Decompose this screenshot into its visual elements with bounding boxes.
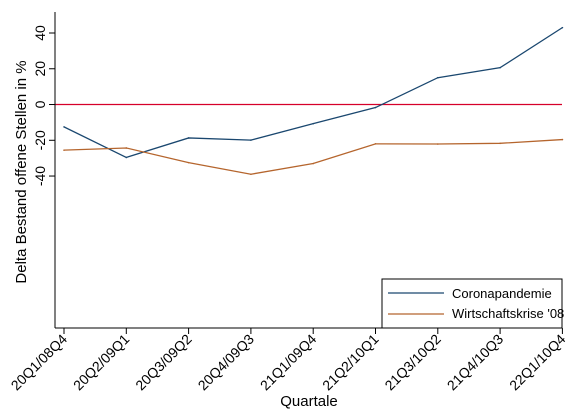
series-line-1 xyxy=(64,140,562,175)
x-tick-label: 21Q1/09Q4 xyxy=(257,331,320,394)
data-point-series-0 xyxy=(188,137,190,139)
data-point-series-0 xyxy=(499,67,501,69)
x-tick-label: 21Q3/10Q2 xyxy=(381,331,444,394)
series-lines xyxy=(63,27,563,175)
data-point-series-1 xyxy=(250,173,252,175)
data-point-series-1 xyxy=(375,143,377,145)
y-tick-label: 20 xyxy=(32,61,48,77)
y-tick-label: -40 xyxy=(32,166,48,186)
y-tick-label: -20 xyxy=(32,130,48,150)
data-point-series-0 xyxy=(126,157,128,159)
y-tick-label: 40 xyxy=(32,25,48,41)
x-tick-label: 20Q4/09Q3 xyxy=(195,331,258,394)
x-axis-title: Quartale xyxy=(280,393,338,410)
y-axis-title: Delta Bestand offene Stellen in % xyxy=(13,60,30,283)
x-tick-label: 21Q4/10Q3 xyxy=(444,331,507,394)
data-point-series-0 xyxy=(63,126,65,128)
x-tick-label: 22Q1/10Q4 xyxy=(506,331,566,394)
data-point-series-0 xyxy=(312,123,314,125)
data-point-series-0 xyxy=(562,27,564,29)
data-point-series-0 xyxy=(250,139,252,141)
data-point-series-1 xyxy=(499,143,501,145)
data-point-series-1 xyxy=(63,149,65,151)
series-line-0 xyxy=(64,28,562,158)
x-axis-ticks: 20Q1/08Q4 20Q2/09Q1 20Q3/09Q2 20Q4/09Q3 21Q1… xyxy=(8,328,566,393)
x-tick-label: 20Q2/09Q1 xyxy=(70,331,133,394)
data-point-series-1 xyxy=(126,147,128,149)
y-tick-label: 0 xyxy=(32,100,48,108)
x-tick-label: 21Q2/10Q1 xyxy=(319,331,382,394)
data-point-series-1 xyxy=(562,139,564,141)
data-point-series-1 xyxy=(312,163,314,165)
data-point-series-1 xyxy=(188,162,190,164)
x-tick-label: 20Q1/08Q4 xyxy=(8,331,71,394)
data-point-series-0 xyxy=(437,77,439,79)
legend-label-coronapandemie: Coronapandemie xyxy=(452,286,552,301)
legend: Coronapandemie Wirtschaftskrise '08 xyxy=(382,279,564,328)
data-point-series-1 xyxy=(437,143,439,145)
data-point-series-0 xyxy=(375,107,377,109)
y-axis-ticks: 40 20 0 -20 -40 xyxy=(32,25,55,186)
x-tick-label: 20Q3/09Q2 xyxy=(132,331,195,394)
legend-label-wirtschaftskrise: Wirtschaftskrise '08 xyxy=(452,306,564,321)
